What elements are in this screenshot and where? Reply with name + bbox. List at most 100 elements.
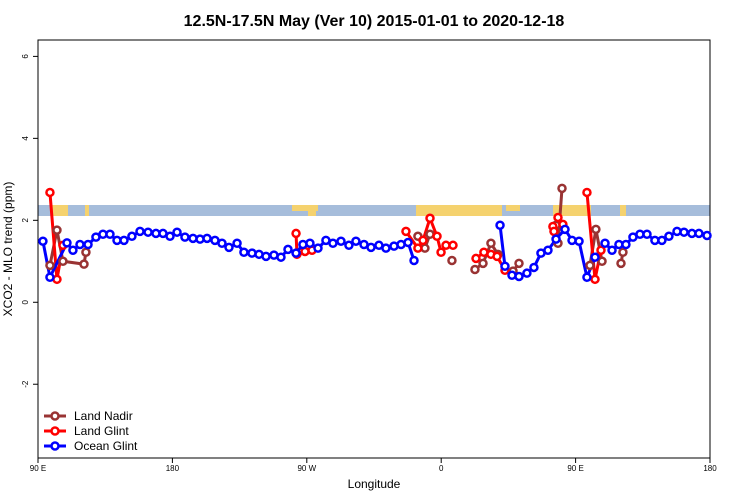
land-band [292, 205, 318, 211]
data-point [514, 271, 524, 282]
data-point [328, 238, 338, 249]
data-point [597, 256, 607, 267]
x-tick-label: 180 [703, 464, 717, 473]
legend-marker [50, 426, 60, 436]
data-point [172, 227, 182, 237]
data-point [79, 259, 89, 269]
data-point [83, 239, 93, 250]
data-point [679, 227, 689, 237]
data-point [560, 224, 570, 235]
data-point [401, 226, 411, 237]
data-point [413, 243, 423, 253]
data-point [657, 235, 667, 246]
legend-label: Land Glint [74, 424, 129, 438]
data-point [591, 224, 601, 235]
data-point [165, 231, 175, 242]
data-point [409, 255, 419, 266]
data-point [119, 235, 129, 246]
data-point [127, 231, 137, 242]
data-point [616, 258, 626, 269]
x-tick-label: 90 E [30, 464, 46, 473]
data-point [351, 236, 361, 246]
data-point [276, 252, 286, 262]
data-point [551, 234, 561, 244]
land-band [308, 205, 316, 216]
data-point [702, 230, 712, 241]
x-tick-label: 90 E [567, 464, 583, 473]
data-point [135, 226, 145, 237]
data-point [529, 262, 539, 273]
legend-marker [50, 441, 60, 451]
data-point [500, 261, 510, 271]
data-point [381, 243, 391, 253]
x-tick-label: 90 W [297, 464, 316, 473]
land-band [52, 205, 68, 216]
data-point [81, 247, 91, 258]
data-point [305, 238, 315, 249]
data-point [522, 268, 532, 278]
x-axis-label: Longitude [348, 477, 401, 491]
data-point [582, 272, 592, 283]
data-point [590, 252, 600, 262]
land-band [85, 205, 89, 216]
data-point [478, 258, 488, 269]
data-point [45, 272, 55, 283]
data-point [596, 245, 606, 255]
data-point [313, 243, 323, 253]
data-point [600, 238, 610, 249]
data-point [75, 239, 85, 250]
data-point [618, 247, 628, 258]
data-point [336, 236, 346, 246]
x-tick-label: 180 [166, 464, 180, 473]
data-point [38, 236, 48, 246]
data-point [642, 229, 652, 239]
data-point [62, 238, 72, 248]
land-band [506, 205, 520, 211]
data-point [694, 228, 704, 239]
data-point [418, 235, 428, 246]
data-point [232, 238, 242, 249]
data-point [514, 258, 524, 269]
legend-marker [50, 411, 60, 421]
data-point [486, 238, 496, 249]
land-band [620, 205, 626, 216]
data-point [291, 248, 301, 258]
ocean-band [38, 205, 710, 216]
data-point [492, 251, 502, 262]
plot-frame [37, 39, 711, 459]
data-point [436, 247, 446, 258]
legend-label: Land Nadir [74, 409, 133, 423]
land-mask-strip [38, 205, 710, 216]
data-point [553, 212, 563, 223]
data-point [45, 260, 55, 271]
data-point [224, 242, 234, 253]
y-tick-label: 0 [21, 300, 30, 305]
data-point [543, 245, 553, 255]
data-point [621, 239, 631, 250]
data-point [344, 240, 354, 251]
data-point [607, 245, 617, 255]
x-tick-label: 0 [439, 464, 444, 473]
data-point [664, 231, 674, 242]
data-point [261, 251, 271, 262]
land-band [416, 205, 502, 216]
data-point [557, 183, 567, 194]
data-point [549, 226, 559, 237]
data-point [582, 187, 592, 198]
data-point [447, 255, 457, 266]
data-point [58, 256, 68, 267]
data-point [291, 228, 301, 239]
legend-label: Ocean Glint [74, 439, 138, 453]
data-point [403, 237, 413, 248]
data-point [585, 260, 595, 271]
y-tick-label: 4 [21, 136, 30, 141]
data-point [448, 240, 458, 251]
data-point [283, 244, 293, 255]
data-point [143, 227, 153, 237]
data-point [68, 245, 78, 255]
land-band [553, 205, 591, 216]
y-tick-label: 2 [21, 218, 30, 223]
y-tick-label: 6 [21, 54, 30, 59]
data-point [366, 242, 376, 253]
